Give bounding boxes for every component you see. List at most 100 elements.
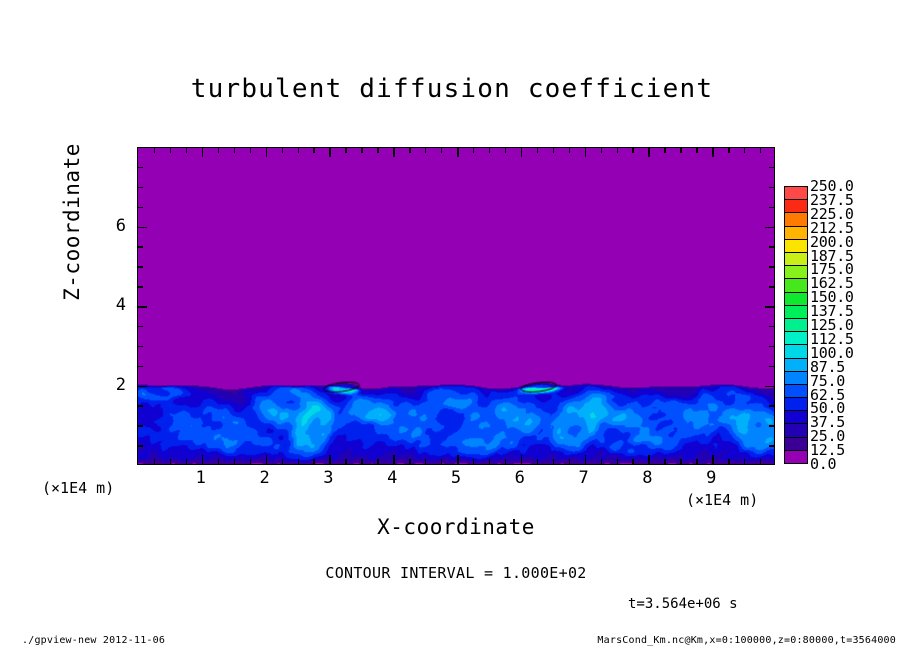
y-tick-right [765, 385, 774, 388]
x-tick-top [297, 148, 299, 153]
x-tick [153, 459, 156, 464]
y-tick [138, 445, 143, 447]
y-tick-right [765, 306, 774, 308]
x-tick-top [457, 148, 459, 157]
y-tick [138, 286, 143, 288]
x-tick-top [153, 148, 156, 153]
colorbar-band [785, 213, 807, 227]
colorbar-tick-labels: 250.0 237.5 225.0 212.5 200.0 187.5 175.0 162.5… [810, 177, 900, 473]
x-tick-top [616, 148, 618, 153]
y-tick-right [769, 166, 774, 169]
x-tick [504, 459, 507, 464]
x-axis-unit-label: (×1E4 m) [686, 491, 759, 509]
colorbar-tick-label: 187.5 [810, 246, 854, 265]
colorbar [784, 186, 808, 464]
y-tick [138, 206, 143, 209]
x-tick [409, 459, 411, 464]
x-tick-top [536, 148, 539, 153]
x-tick-top [664, 148, 666, 153]
y-tick-right [769, 445, 774, 447]
x-tick-top [504, 148, 507, 153]
x-tick-top [313, 148, 315, 153]
colorbar-tick-label: 0.0 [810, 455, 837, 473]
x-tick-label: 4 [387, 468, 398, 488]
x-tick-top [425, 148, 427, 153]
colorbar-band [785, 411, 807, 425]
page-title: turbulent diffusion coefficient [190, 74, 714, 104]
x-tick-top [600, 148, 602, 153]
colorbar-band [785, 398, 807, 412]
y-tick [138, 226, 147, 229]
x-tick-top [520, 148, 523, 157]
x-tick-top [249, 148, 252, 153]
x-tick [265, 455, 268, 464]
x-tick [201, 455, 204, 464]
x-tick-top [648, 148, 650, 157]
x-tick [297, 459, 299, 464]
x-tick-top [217, 148, 220, 153]
colorbar-tick-label: 250.0 [810, 177, 854, 195]
colorbar-tick-label: 225.0 [810, 204, 854, 223]
y-tick-right [769, 206, 774, 209]
colorbar-band [785, 318, 807, 333]
x-axis-title: X-coordinate [377, 515, 535, 539]
x-tick-label: 7 [578, 468, 589, 488]
y-tick-right [769, 266, 774, 268]
y-tick-right [769, 425, 774, 427]
x-tick [696, 459, 698, 464]
y-tick [138, 306, 147, 308]
x-tick [536, 459, 539, 464]
colorbar-tick-label: 175.0 [810, 260, 854, 279]
x-tick [584, 455, 587, 464]
x-tick-top [393, 148, 395, 157]
y-tick-right [769, 186, 774, 189]
y-tick [138, 266, 143, 268]
x-tick [472, 459, 475, 464]
colorbar-band [785, 371, 807, 385]
x-tick-top [472, 148, 475, 153]
colorbar-tick-label: 75.0 [810, 371, 845, 390]
x-tick [568, 459, 571, 464]
x-tick [632, 459, 634, 464]
x-tick [712, 455, 714, 464]
x-tick [552, 459, 555, 464]
colorbar-band [785, 200, 807, 214]
x-tick-top [744, 148, 746, 153]
colorbar-tick-label: 137.5 [810, 302, 854, 321]
x-tick [488, 459, 491, 464]
x-tick [361, 459, 363, 464]
x-tick [600, 459, 602, 464]
x-tick-top [488, 148, 491, 153]
y-tick [138, 325, 143, 328]
footer-source-label: MarsCond_Km.nc@Km,x=0:100000,z=0:80000,t… [597, 635, 896, 646]
x-tick-top [441, 148, 443, 153]
y-tick-right [769, 325, 774, 328]
x-tick-top [281, 148, 283, 153]
x-tick-top [233, 148, 236, 153]
x-tick [616, 459, 618, 464]
x-tick [520, 455, 523, 464]
colorbar-band [785, 358, 807, 372]
x-tick-label: 5 [450, 468, 462, 488]
x-tick [329, 455, 331, 464]
x-tick [185, 459, 188, 464]
colorbar-band [785, 279, 807, 293]
x-tick-label: 6 [514, 468, 525, 488]
x-tick-label: 9 [706, 468, 717, 488]
x-tick-top [728, 148, 730, 153]
y-tick [138, 345, 143, 348]
x-tick-top [377, 148, 379, 153]
x-tick [457, 455, 459, 464]
colorbar-tick-label: 162.5 [810, 274, 854, 293]
colorbar-tick-label: 200.0 [810, 232, 854, 251]
x-tick-top [760, 148, 762, 153]
colorbar-tick-label: 25.0 [810, 427, 845, 446]
colorbar-band [785, 187, 807, 201]
y-axis-title: Z-coordinate [60, 143, 84, 301]
colorbar-band [785, 384, 807, 399]
x-tick-top [265, 148, 268, 157]
colorbar-band [785, 437, 807, 451]
time-stamp-label: t=3.564e+06 s [628, 596, 738, 612]
colorbar-tick-label: 125.0 [810, 316, 854, 334]
x-tick-top [201, 148, 204, 157]
